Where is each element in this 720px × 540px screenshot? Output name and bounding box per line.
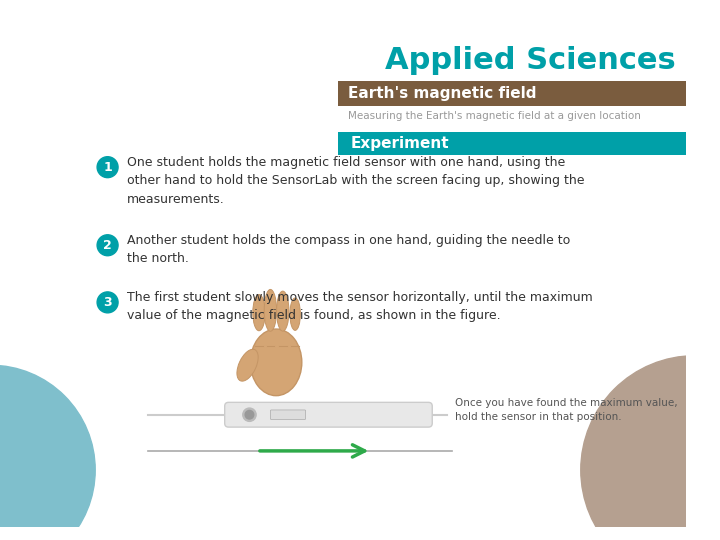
Circle shape <box>0 365 95 540</box>
FancyBboxPatch shape <box>338 132 685 155</box>
Text: One student holds the magnetic field sensor with one hand, using the
other hand : One student holds the magnetic field sen… <box>127 156 584 206</box>
Circle shape <box>97 235 118 256</box>
Ellipse shape <box>290 298 300 330</box>
FancyBboxPatch shape <box>338 82 685 106</box>
Ellipse shape <box>237 349 258 381</box>
Ellipse shape <box>264 289 276 332</box>
Text: 2: 2 <box>103 239 112 252</box>
Ellipse shape <box>276 291 289 331</box>
Text: Another student holds the compass in one hand, guiding the needle to
the north.: Another student holds the compass in one… <box>127 234 570 265</box>
Text: Earth's magnetic field: Earth's magnetic field <box>348 86 536 102</box>
Text: 3: 3 <box>103 296 112 309</box>
Circle shape <box>97 292 118 313</box>
Circle shape <box>243 408 256 421</box>
Text: Experiment: Experiment <box>351 136 449 151</box>
FancyBboxPatch shape <box>225 402 432 427</box>
Text: 1: 1 <box>103 161 112 174</box>
Circle shape <box>97 157 118 178</box>
FancyBboxPatch shape <box>271 410 305 420</box>
Text: Measuring the Earth's magnetic field at a given location: Measuring the Earth's magnetic field at … <box>348 111 640 121</box>
Circle shape <box>246 410 253 419</box>
Text: The first student slowly moves the sensor horizontally, until the maximum
value : The first student slowly moves the senso… <box>127 291 593 322</box>
Ellipse shape <box>251 329 302 396</box>
Circle shape <box>581 356 720 540</box>
Ellipse shape <box>253 294 265 330</box>
Text: Applied Sciences: Applied Sciences <box>385 46 676 75</box>
Text: Once you have found the maximum value,
hold the sensor in that position.: Once you have found the maximum value, h… <box>455 397 678 422</box>
